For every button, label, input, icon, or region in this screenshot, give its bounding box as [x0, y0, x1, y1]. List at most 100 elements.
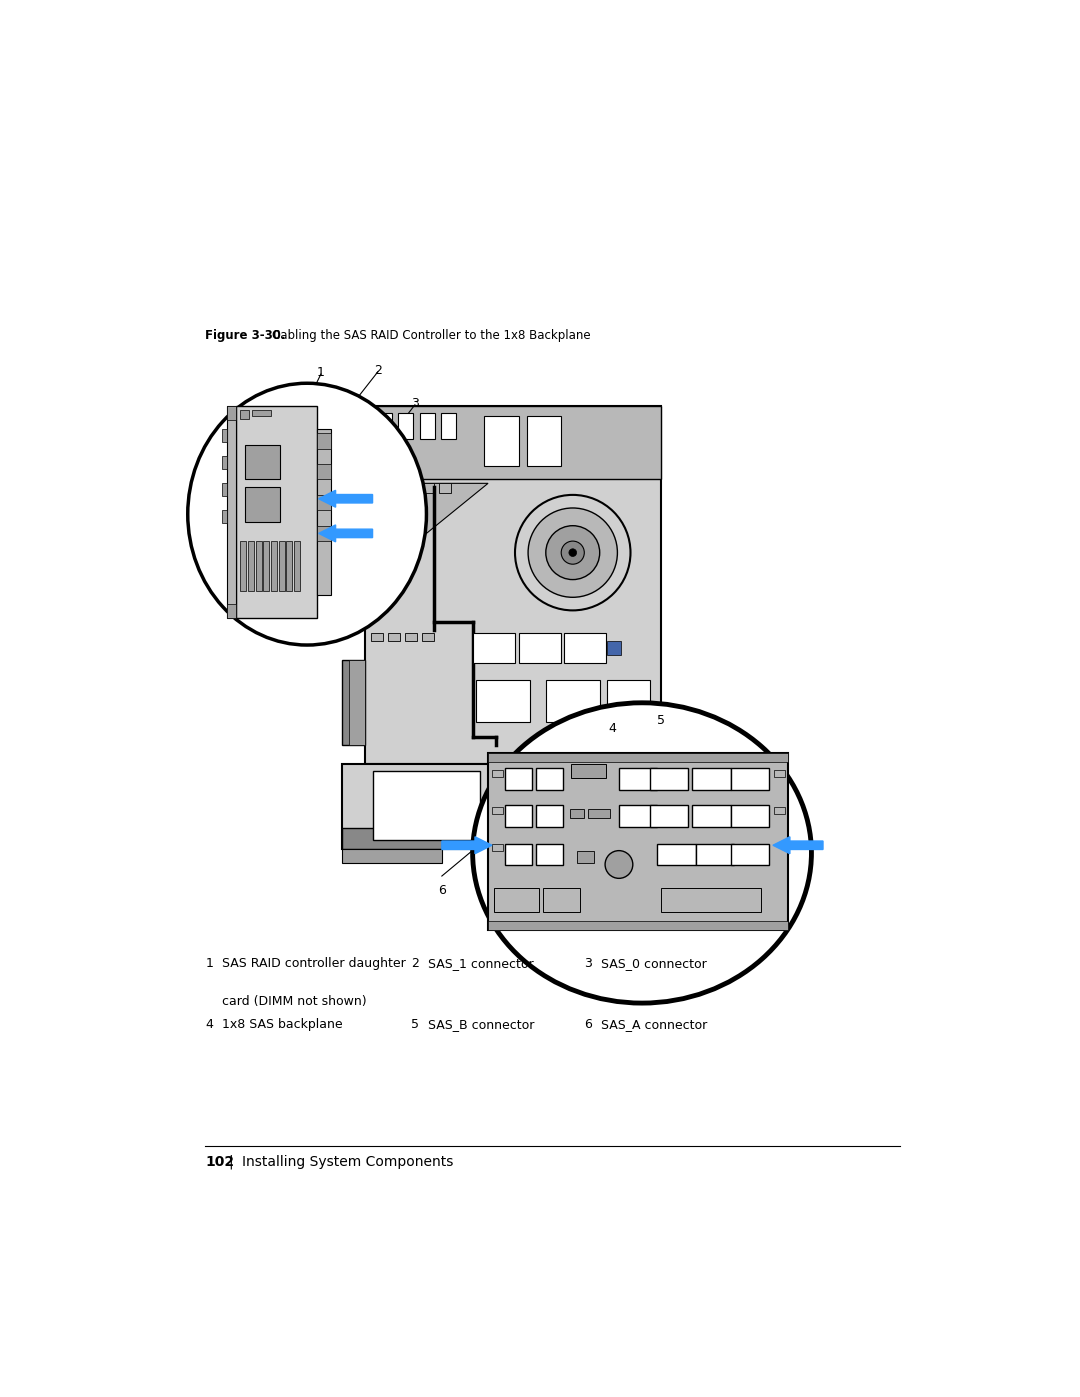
Bar	[658, 844, 696, 865]
Text: 2: 2	[411, 957, 419, 970]
Bar	[279, 541, 285, 591]
Bar	[570, 809, 584, 819]
Bar	[240, 541, 246, 591]
Text: 102: 102	[205, 1155, 234, 1169]
Bar	[696, 844, 734, 865]
Bar	[730, 844, 769, 865]
Bar	[286, 541, 293, 591]
Text: SAS_0 connector: SAS_0 connector	[602, 957, 707, 970]
Bar	[543, 887, 580, 912]
Bar	[650, 805, 688, 827]
Bar	[222, 457, 227, 469]
Circle shape	[528, 509, 618, 598]
Bar	[377, 412, 392, 440]
FancyArrow shape	[442, 837, 491, 854]
Bar	[607, 680, 650, 722]
Bar	[422, 633, 434, 641]
Bar	[222, 483, 227, 496]
Text: Figure 3-30.: Figure 3-30.	[205, 330, 286, 342]
Bar	[491, 806, 502, 814]
Bar	[571, 764, 606, 778]
Bar	[577, 851, 594, 863]
Bar	[527, 415, 562, 465]
Text: 4: 4	[609, 722, 617, 735]
Bar	[341, 661, 365, 745]
Text: 2: 2	[374, 365, 382, 377]
Bar	[372, 483, 383, 493]
FancyArrow shape	[319, 490, 373, 507]
FancyArrow shape	[773, 837, 823, 854]
Bar	[245, 444, 280, 479]
Bar	[505, 805, 532, 827]
Bar	[318, 429, 330, 595]
Text: 6: 6	[584, 1018, 592, 1031]
Bar	[252, 411, 271, 416]
Bar	[692, 768, 730, 789]
Text: 6: 6	[437, 884, 446, 897]
Bar	[438, 483, 451, 493]
Bar	[405, 483, 417, 493]
Text: 1: 1	[205, 957, 214, 970]
Bar	[536, 844, 563, 865]
Ellipse shape	[188, 383, 427, 645]
Bar	[247, 541, 254, 591]
Text: card (DIMM not shown): card (DIMM not shown)	[222, 996, 367, 1009]
Bar	[237, 407, 318, 617]
Text: 5: 5	[411, 1018, 419, 1031]
Bar	[505, 768, 532, 789]
Bar	[264, 541, 269, 591]
Bar	[294, 541, 300, 591]
Bar	[491, 770, 502, 778]
Bar	[518, 633, 562, 662]
Text: 5: 5	[658, 714, 665, 728]
Bar	[373, 771, 481, 840]
Bar	[505, 844, 532, 865]
Bar	[318, 464, 330, 479]
Bar	[245, 488, 280, 522]
Bar	[495, 887, 539, 912]
Bar	[365, 407, 661, 479]
Bar	[318, 525, 330, 541]
Bar	[619, 805, 658, 827]
Text: SAS_1 connector: SAS_1 connector	[428, 957, 534, 970]
Bar	[650, 768, 688, 789]
Circle shape	[562, 541, 584, 564]
Bar	[536, 768, 563, 789]
Bar	[222, 510, 227, 522]
Bar	[256, 541, 261, 591]
Text: SAS RAID controller daughter: SAS RAID controller daughter	[222, 957, 406, 970]
Text: Cabling the SAS RAID Controller to the 1x8 Backplane: Cabling the SAS RAID Controller to the 1…	[272, 330, 591, 342]
Bar	[419, 412, 435, 440]
FancyArrow shape	[319, 525, 373, 542]
Bar	[774, 770, 785, 778]
Text: 1x8 SAS backplane: 1x8 SAS backplane	[222, 1018, 343, 1031]
Bar	[564, 633, 606, 662]
Bar	[730, 805, 769, 827]
Bar	[692, 805, 730, 827]
Circle shape	[569, 549, 577, 556]
Bar	[318, 433, 330, 448]
Bar	[350, 661, 365, 745]
Bar	[341, 849, 442, 863]
Text: 4: 4	[205, 1018, 214, 1031]
Bar	[372, 633, 383, 641]
Text: SAS_B connector: SAS_B connector	[428, 1018, 535, 1031]
Bar	[240, 411, 249, 419]
Circle shape	[515, 495, 631, 610]
Bar	[473, 633, 515, 662]
Bar	[488, 921, 788, 930]
Bar	[545, 680, 599, 722]
Bar	[341, 827, 442, 849]
Bar	[227, 407, 237, 617]
Bar	[388, 633, 401, 641]
Bar	[227, 605, 237, 617]
Text: Installing System Components: Installing System Components	[242, 1155, 453, 1169]
Text: |: |	[229, 1155, 233, 1169]
Bar	[589, 809, 610, 819]
Polygon shape	[365, 483, 488, 584]
Bar	[222, 429, 227, 441]
Bar	[365, 407, 661, 764]
Bar	[536, 805, 563, 827]
Bar	[318, 495, 330, 510]
Bar	[491, 844, 502, 851]
